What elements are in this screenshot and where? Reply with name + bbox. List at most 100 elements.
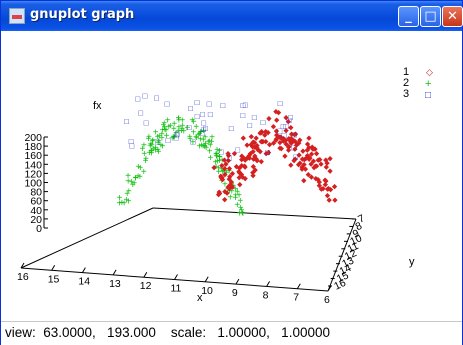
series-1-point: ◆ bbox=[244, 155, 250, 162]
series-2-point: + bbox=[207, 141, 213, 152]
minimize-button[interactable]: _ bbox=[398, 6, 419, 27]
series-2-point: + bbox=[189, 115, 195, 126]
series-3-point: □ bbox=[200, 129, 205, 138]
series-2-point: + bbox=[200, 135, 206, 146]
series-1-point: ◆ bbox=[301, 161, 307, 168]
series-1-point: ◆ bbox=[222, 172, 228, 179]
series-1-point: ◆ bbox=[322, 177, 328, 184]
series-2-point: + bbox=[209, 137, 215, 148]
legend-marker-2: + bbox=[425, 78, 431, 90]
series-1-point: ◆ bbox=[291, 157, 297, 164]
gnuplot-app-icon[interactable] bbox=[9, 8, 25, 24]
series-1-point: ◆ bbox=[291, 137, 297, 144]
series-1-point: ◆ bbox=[236, 169, 242, 176]
series-1-point: ◆ bbox=[258, 139, 264, 146]
series-1-point: ◆ bbox=[323, 181, 329, 188]
series-2-point: + bbox=[121, 198, 127, 209]
z-tick-label: 0 bbox=[36, 223, 42, 235]
series-3-point: □ bbox=[190, 138, 195, 147]
series-3-point: □ bbox=[195, 98, 200, 107]
series-3-point: □ bbox=[175, 129, 180, 138]
series-1-point: ◆ bbox=[240, 174, 246, 181]
series-1-point: ◆ bbox=[253, 135, 259, 142]
series-2-point: + bbox=[131, 179, 137, 190]
series-2-point: + bbox=[198, 127, 204, 138]
series-1-point: ◆ bbox=[286, 136, 292, 143]
series-1-point: ◆ bbox=[250, 170, 256, 177]
series-1-point: ◆ bbox=[230, 171, 236, 178]
series-1-point: ◆ bbox=[306, 145, 312, 152]
series-3-point: □ bbox=[201, 118, 206, 127]
series-2-point: + bbox=[220, 167, 226, 178]
series-1-point: ◆ bbox=[306, 156, 312, 163]
series-1-point: ◆ bbox=[271, 124, 277, 131]
series-1-point: ◆ bbox=[283, 127, 289, 134]
series-1-point: ◆ bbox=[263, 138, 269, 145]
series-2-point: + bbox=[161, 118, 167, 129]
series-2-point: + bbox=[195, 130, 201, 141]
series-1-point: ◆ bbox=[296, 152, 302, 159]
series-2-point: + bbox=[160, 141, 166, 152]
series-1-point: ◆ bbox=[218, 173, 224, 180]
series-2-point: + bbox=[176, 114, 182, 125]
series-1-point: ◆ bbox=[324, 160, 330, 167]
series-1-point: ◆ bbox=[313, 175, 319, 182]
series-3-point: □ bbox=[135, 94, 140, 103]
series-2-point: + bbox=[181, 127, 187, 138]
series-2-point: + bbox=[147, 148, 153, 159]
series-2-point: + bbox=[140, 144, 146, 155]
series-2-point: + bbox=[166, 122, 172, 133]
series-1-point: ◆ bbox=[277, 134, 283, 141]
base-left-edge bbox=[20, 207, 154, 269]
series-1-point: ◆ bbox=[259, 130, 265, 137]
series-1-point: ◆ bbox=[239, 153, 245, 160]
legend-label-2: 2 bbox=[403, 77, 409, 89]
series-2-point: + bbox=[190, 137, 196, 148]
series-1-point: ◆ bbox=[224, 190, 230, 197]
series-3-point: □ bbox=[174, 131, 179, 140]
series-1-point: ◆ bbox=[325, 186, 331, 193]
series-3-point: □ bbox=[243, 100, 248, 109]
series-1-point: ◆ bbox=[217, 191, 223, 198]
maximize-button[interactable]: □ bbox=[420, 6, 441, 27]
series-2-point: + bbox=[233, 193, 239, 204]
series-1-point: ◆ bbox=[289, 131, 295, 138]
series-1-point: ◆ bbox=[324, 164, 330, 171]
status-text: view: 63.0000, 193.000 scale: 1.00000, 1… bbox=[5, 325, 330, 340]
series-2-point: + bbox=[179, 126, 185, 137]
series-3-point: □ bbox=[124, 117, 129, 126]
series-2-point: + bbox=[149, 147, 155, 158]
series-2-point: + bbox=[202, 142, 208, 153]
series-2-point: + bbox=[208, 153, 214, 164]
series-1-point: ◆ bbox=[297, 160, 303, 167]
series-1-point: ◆ bbox=[300, 156, 306, 163]
series-3-point: □ bbox=[229, 124, 234, 133]
series-1-point: ◆ bbox=[252, 144, 258, 151]
series-2-point: + bbox=[179, 115, 185, 126]
series-1-point: ◆ bbox=[288, 139, 294, 146]
series-1-point: ◆ bbox=[286, 136, 292, 143]
series-3-point: □ bbox=[281, 122, 286, 131]
title-bar[interactable]: gnuplot graph _ □ ✕ bbox=[1, 1, 463, 31]
series-2-point: + bbox=[185, 123, 191, 134]
series-2-point: + bbox=[153, 127, 159, 138]
base-back-edge bbox=[152, 207, 357, 220]
x-tick-label: 6 bbox=[324, 294, 330, 306]
series-1-point: ◆ bbox=[332, 197, 338, 204]
series-3-point: □ bbox=[287, 116, 292, 125]
series-2-point: + bbox=[219, 176, 225, 187]
z-axis-label: fx bbox=[93, 100, 102, 112]
series-1-point: ◆ bbox=[328, 186, 334, 193]
series-1-point: ◆ bbox=[303, 155, 309, 162]
y-tick-label: 14 bbox=[338, 262, 354, 278]
series-1-point: ◆ bbox=[262, 132, 268, 139]
y-tick-label: 7 bbox=[356, 212, 367, 225]
series-2-point: + bbox=[171, 124, 177, 135]
series-3-point: □ bbox=[187, 123, 192, 132]
close-button[interactable]: ✕ bbox=[442, 6, 463, 27]
series-2-point: + bbox=[153, 143, 159, 154]
series-3-point: □ bbox=[219, 147, 224, 156]
